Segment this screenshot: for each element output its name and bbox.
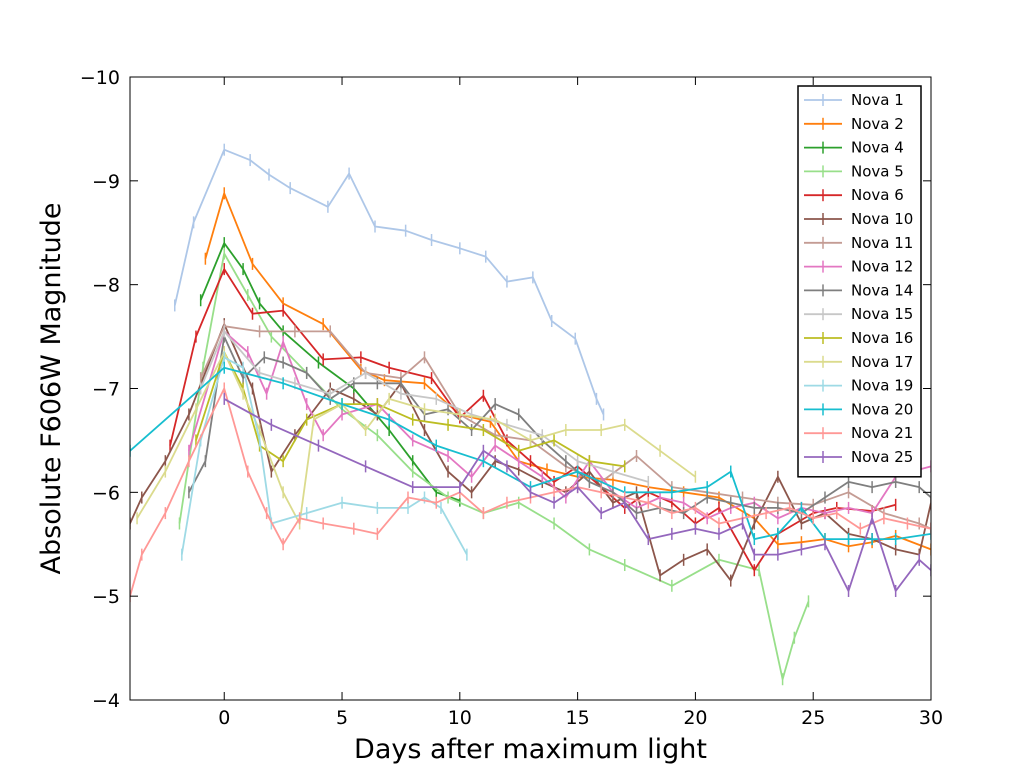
legend-item: Nova 14 [804,281,913,299]
legend-item: Nova 25 [804,448,913,466]
x-tick-label: 15 [566,707,590,729]
series-nova-19 [180,351,468,561]
legend-item: Nova 6 [804,186,904,204]
series-nova-25 [223,392,931,597]
legend-item: Nova 12 [804,258,913,276]
y-tick-label: −9 [92,171,120,193]
legend-item: Nova 16 [804,329,913,347]
x-axis-title: Days after maximum light [354,734,707,765]
x-tick-label: 25 [801,707,825,729]
series-nova-1 [173,143,605,421]
series-line-nova-1 [173,148,605,415]
legend-item: Nova 21 [804,424,913,442]
legend-label: Nova 6 [851,186,904,204]
legend-item: Nova 1 [804,91,904,109]
series-line-nova-12 [188,330,931,520]
legend-item: Nova 17 [804,353,913,371]
series-nova-15 [199,325,650,488]
legend-label: Nova 20 [851,400,913,418]
legend-label: Nova 4 [851,139,904,157]
series-nova-17 [136,346,697,530]
legend-label: Nova 12 [851,258,913,276]
legend-item: Nova 11 [804,234,913,252]
y-tick-label: −5 [92,586,120,608]
series-nova-6 [169,263,897,577]
legend-box [797,85,922,478]
series-line-nova-15 [199,330,649,483]
series-line-nova-17 [136,351,696,525]
legend-item: Nova 20 [804,400,913,418]
legend-label: Nova 25 [851,448,913,466]
x-tick-label: 30 [919,707,943,729]
series-line-nova-14 [188,335,931,514]
series-layer [130,143,931,686]
x-tick-label: 5 [336,707,348,729]
legend-item: Nova 4 [804,139,904,157]
axes-layer: 0 5 10 15 20 25 30 −10 −9 −8 −7 −6 −5 −4 [80,67,943,729]
y-axis-title: Absolute F606W Magnitude [36,203,67,575]
y-tick-label: −8 [92,275,120,297]
legend-label: Nova 1 [851,91,904,109]
legend-label: Nova 10 [851,210,913,228]
x-tick-label: 0 [218,707,230,729]
legend-label: Nova 19 [851,377,913,395]
legend-label: Nova 5 [851,162,904,180]
legend-label: Nova 15 [851,305,913,323]
x-tick-label: 20 [683,707,707,729]
legend-label: Nova 17 [851,353,913,371]
y-tick-label: −10 [80,67,120,89]
legend-item: Nova 10 [804,210,913,228]
legend-label: Nova 16 [851,329,913,347]
legend-label: Nova 11 [851,234,913,252]
legend-item: Nova 5 [804,162,904,180]
legend: Nova 1 Nova 2 Nova 4 Nova 5 Nova 6 Nova 10 Nov… [797,85,922,478]
y-tick-label: −4 [92,690,120,712]
legend-label: Nova 21 [851,424,913,442]
legend-label: Nova 2 [851,115,904,133]
legend-item: Nova 2 [804,115,904,133]
legend-label: Nova 14 [851,281,913,299]
y-tick-label: −7 [92,379,120,401]
x-tick-label: 10 [448,707,472,729]
legend-item: Nova 15 [804,305,913,323]
y-tick-label: −6 [92,482,120,504]
series-nova-16 [195,346,626,473]
legend-item: Nova 19 [804,377,913,395]
